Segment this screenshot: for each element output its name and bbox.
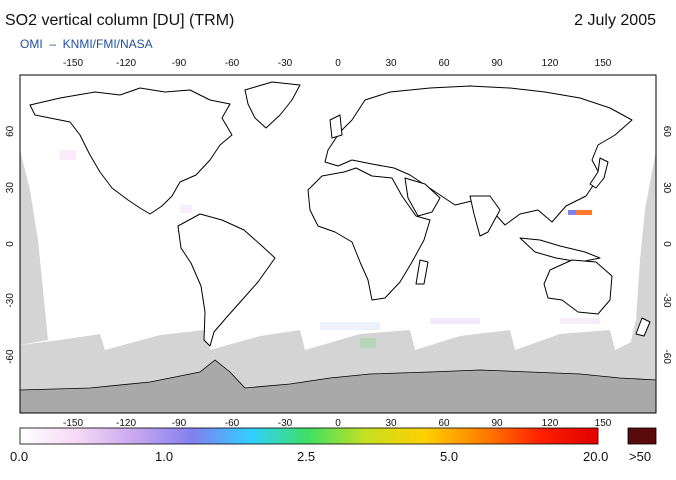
- lon-tick-label-top: -30: [278, 58, 293, 69]
- south-america: [177, 213, 276, 347]
- data-credit: OMI – KNMI/FMI/NASA: [20, 37, 153, 51]
- arabian-peninsula: [404, 177, 441, 217]
- australia: [543, 259, 613, 315]
- lon-tick-label-bottom: 0: [335, 418, 341, 429]
- map-axes: -150 -150 -120 -120 -90 -90 -60 -60 -30 -30 0 0 30 30…: [5, 58, 672, 429]
- lat-tick-label-right: 60: [661, 126, 672, 138]
- lat-tick-label-right: -30: [661, 293, 672, 308]
- lon-tick-label-top: -150: [63, 58, 83, 69]
- lon-tick-label-bottom: -30: [278, 418, 293, 429]
- legend-label-1: 1.0: [155, 449, 174, 464]
- lat-tick-label-left: 30: [5, 182, 16, 194]
- lon-tick-label-bottom: 150: [595, 418, 612, 429]
- lon-tick-label-bottom: -120: [116, 418, 136, 429]
- antarctica-landmass: [20, 359, 656, 413]
- so2-hotspot-edge: [568, 210, 576, 215]
- lon-tick-label-bottom: 90: [491, 418, 503, 429]
- map-date: 2 July 2005: [574, 12, 656, 29]
- lon-tick-label-top: 90: [491, 58, 503, 69]
- no-data-wedge-west: [20, 150, 48, 345]
- lat-tick-label-left: -30: [5, 293, 16, 308]
- uk: [329, 114, 343, 139]
- legend-label-3: 5.0: [440, 449, 459, 464]
- lon-tick-label-top: 150: [595, 58, 612, 69]
- lat-tick-label-left: 60: [5, 125, 16, 137]
- lon-tick-label-bottom: 30: [385, 418, 397, 429]
- lon-tick-label-top: 120: [542, 58, 559, 69]
- color-legend: [19, 427, 657, 445]
- lon-tick-label-top: -90: [172, 58, 187, 69]
- new-zealand: [635, 317, 651, 337]
- so2-hotspot: [568, 210, 592, 215]
- map-frame: [19, 74, 657, 414]
- lat-tick-label-right: 0: [661, 241, 672, 247]
- lat-tick-label-right: -60: [661, 349, 672, 364]
- lon-tick-label-top: 60: [438, 58, 450, 69]
- continents: [29, 81, 651, 347]
- map-title: SO2 vertical column [DU] (TRM): [5, 12, 235, 29]
- lon-tick-label-top: 0: [335, 58, 341, 69]
- madagascar: [415, 259, 429, 285]
- lon-tick-label-bottom: -60: [225, 418, 240, 429]
- north-america: [29, 87, 233, 215]
- color-scale-bar: [19, 427, 599, 445]
- lon-tick-label-top: 30: [385, 58, 397, 69]
- legend-label-0: 0.0: [10, 449, 29, 464]
- lon-tick-label-bottom: 60: [438, 418, 450, 429]
- lat-tick-label-right: 30: [661, 182, 672, 194]
- overflow-color-box: [627, 427, 657, 445]
- lon-tick-label-top: -120: [116, 58, 136, 69]
- legend-label-5: >50: [629, 449, 652, 464]
- india: [469, 195, 501, 237]
- lon-tick-label-bottom: -150: [63, 418, 83, 429]
- lon-tick-label-bottom: 120: [542, 418, 559, 429]
- lat-tick-label-left: 0: [5, 241, 16, 247]
- lon-tick-label-top: -60: [225, 58, 240, 69]
- japan: [589, 157, 609, 189]
- legend-label-4: 20.0: [583, 449, 609, 464]
- indonesia: [519, 237, 601, 263]
- no-data-wedge-east: [630, 150, 656, 345]
- legend-label-2: 2.5: [297, 449, 316, 464]
- africa-eurasia: [307, 85, 633, 301]
- greenland: [244, 81, 301, 129]
- lat-tick-label-left: -60: [5, 349, 16, 364]
- lon-tick-label-bottom: -90: [172, 418, 187, 429]
